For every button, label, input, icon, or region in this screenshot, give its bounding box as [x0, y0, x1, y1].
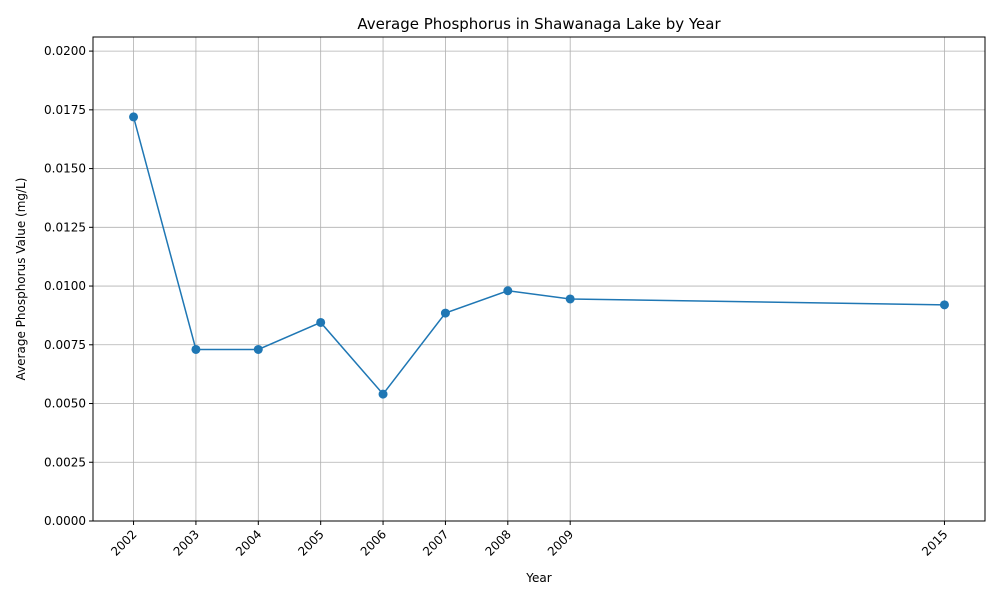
data-point: [378, 389, 388, 399]
x-axis-label: Year: [525, 571, 551, 585]
y-tick-label: 0.0200: [44, 44, 86, 58]
y-tick-label: 0.0000: [44, 514, 86, 528]
y-tick-label: 0.0150: [44, 162, 86, 176]
grid: [93, 37, 985, 522]
data-point: [440, 308, 450, 318]
y-tick-label: 0.0075: [44, 338, 86, 352]
series: [129, 112, 949, 399]
y-tick-label: 0.0050: [44, 397, 86, 411]
data-point: [129, 112, 139, 122]
y-tick-label: 0.0125: [44, 220, 86, 234]
data-point: [253, 344, 263, 354]
data-point: [316, 317, 326, 327]
y-tick-label: 0.0175: [44, 103, 86, 117]
plot-frame: [92, 36, 986, 522]
data-point: [191, 344, 201, 354]
y-tick-label: 0.0100: [44, 279, 86, 293]
data-point: [939, 300, 949, 310]
chart-title: Average Phosphorus in Shawanaga Lake by …: [357, 15, 721, 33]
data-point: [503, 286, 513, 296]
data-point: [565, 294, 575, 304]
y-axis-label: Average Phosphorus Value (mg/L): [14, 178, 28, 381]
y-tick-label: 0.0025: [44, 455, 86, 469]
